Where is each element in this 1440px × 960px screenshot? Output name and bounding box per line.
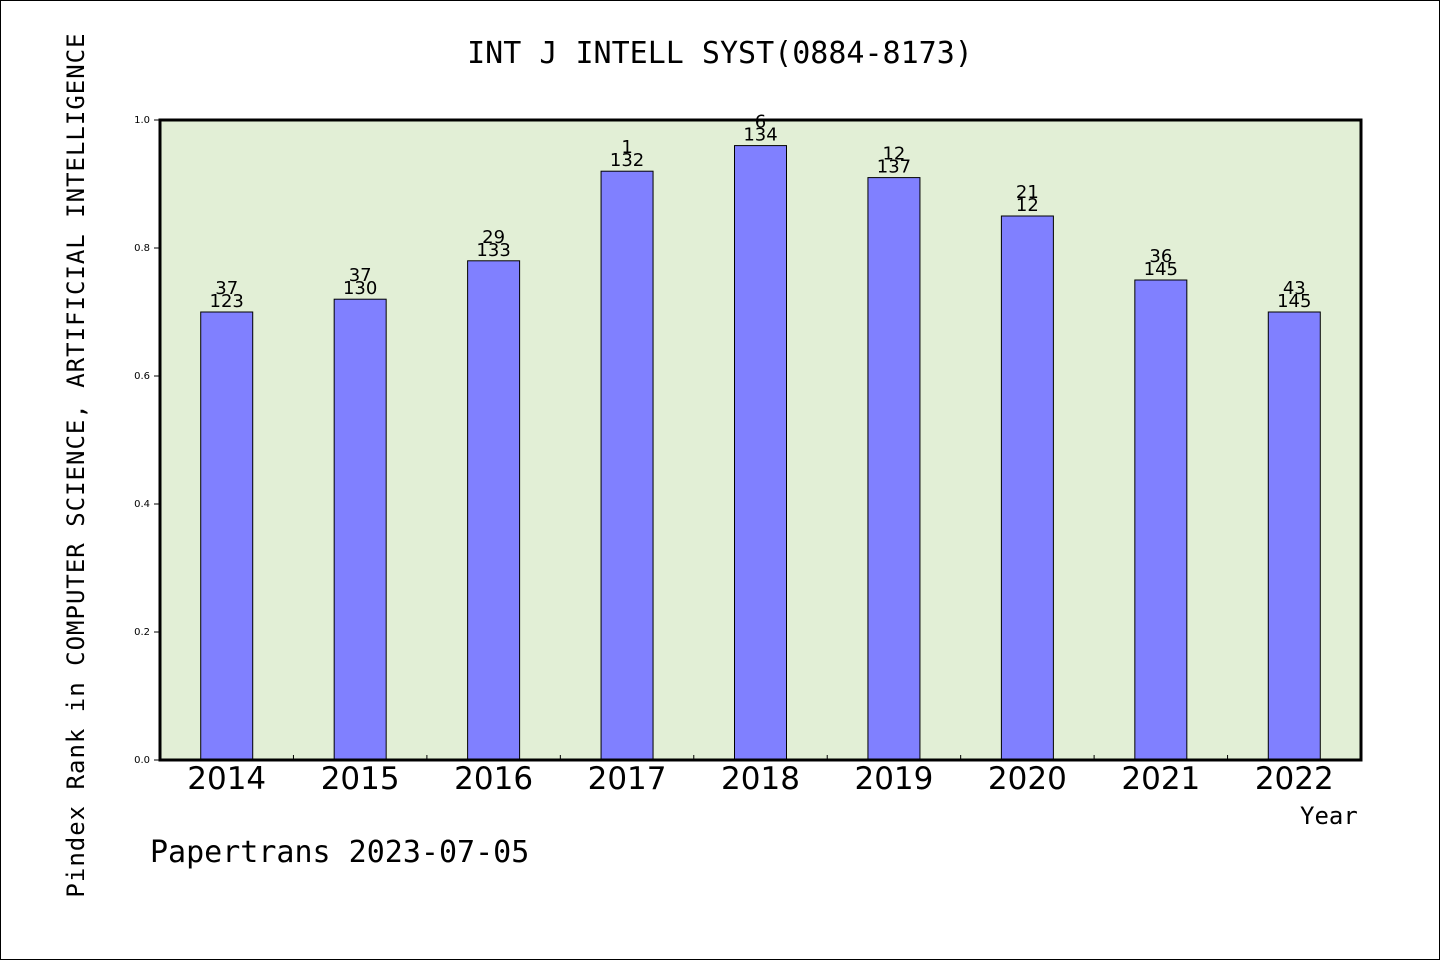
bar-total-label: 130 <box>343 278 377 299</box>
x-tick-label: 2022 <box>1255 761 1334 797</box>
x-tick-label: 2016 <box>454 761 533 797</box>
x-tick-label: 2018 <box>721 761 800 797</box>
y-tick-label: 1.0 <box>134 115 150 126</box>
bar <box>1000 215 1054 761</box>
bar-total-label: 145 <box>1144 259 1178 280</box>
bar-total-label: 132 <box>610 150 644 171</box>
bar-rank-label: 1 <box>621 137 632 158</box>
bar-total-label: 134 <box>743 125 777 146</box>
bar-total-label: 12 <box>1016 195 1039 216</box>
y-tick-label: 0.8 <box>134 243 150 254</box>
y-tick-label: 0.0 <box>134 755 150 766</box>
bar <box>333 298 387 761</box>
chart-title: INT J INTELL SYST(0884-8173) <box>467 36 973 71</box>
x-tick-label: 2021 <box>1121 761 1200 797</box>
bar <box>600 170 654 761</box>
bar-rank-label: 43 <box>1283 278 1306 299</box>
bar-total-label: 123 <box>210 291 244 312</box>
bar-rank-label: 36 <box>1149 246 1172 267</box>
x-tick-label: 2019 <box>854 761 933 797</box>
plot-border <box>158 118 1363 762</box>
x-axis-title: Year <box>1300 802 1358 830</box>
bar <box>867 177 921 761</box>
y-tick-label: 0.4 <box>134 499 150 510</box>
bar <box>1134 279 1188 761</box>
bar <box>1267 311 1321 761</box>
bar-total-label: 145 <box>1277 291 1311 312</box>
x-tick-label: 2017 <box>588 761 667 797</box>
bar-total-label: 137 <box>877 157 911 178</box>
bar <box>734 145 787 761</box>
bar-rank-label: 21 <box>1016 182 1039 203</box>
bar <box>200 311 254 761</box>
bar-rank-label: 37 <box>215 278 238 299</box>
bar-total-label: 133 <box>476 240 510 261</box>
bar-rank-label: 6 <box>755 112 766 133</box>
bar-rank-label: 12 <box>882 144 905 165</box>
x-tick-label: 2014 <box>187 761 266 797</box>
x-tick-label: 2015 <box>321 761 400 797</box>
y-tick-label: 0.6 <box>134 371 150 382</box>
bar <box>467 260 521 761</box>
footer-credit: Papertrans 2023-07-05 <box>150 835 530 870</box>
x-tick-label: 2020 <box>988 761 1067 797</box>
bar-rank-label: 37 <box>349 265 372 286</box>
y-tick-label: 0.2 <box>134 627 150 638</box>
bar-rank-label: 29 <box>482 227 505 248</box>
